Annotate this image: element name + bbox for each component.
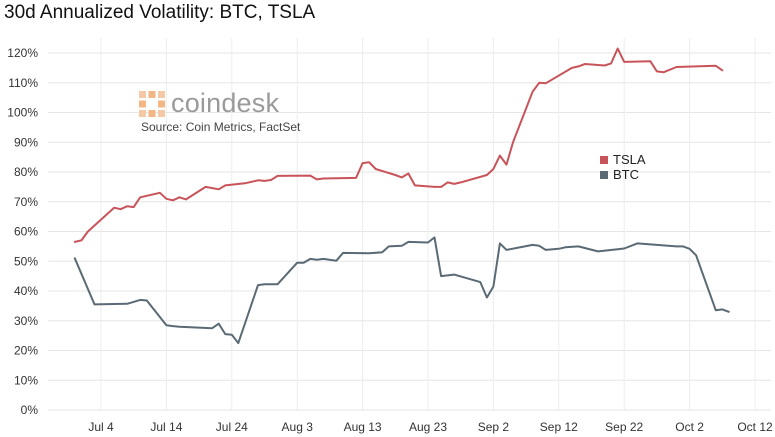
y-tick-label: 10% [14, 373, 38, 387]
y-tick-label: 60% [14, 225, 38, 239]
y-tick-label: 70% [14, 195, 38, 209]
x-axis-tick-labels: Jul 4 Jul 14 Jul 24 Aug 3 Aug 13 Aug 23 Sep 2 S… [88, 420, 773, 434]
x-tick-label: Sep 2 [478, 420, 510, 434]
y-axis-tick-labels: 0% 10% 20% 30% 40% 50% 60% 70% 80% 90% 100% 110% 120… [7, 46, 38, 417]
x-tick-label: Jul 4 [88, 420, 114, 434]
legend-label-tsla: TSLA [613, 152, 646, 167]
x-tick-label: Sep 22 [605, 420, 643, 434]
x-tick-label: Oct 12 [737, 420, 773, 434]
y-tick-label: 90% [14, 135, 38, 149]
gridlines [48, 38, 771, 411]
x-tick-label: Aug 3 [282, 420, 314, 434]
y-tick-label: 0% [21, 403, 39, 417]
y-tick-label: 120% [7, 46, 38, 60]
y-tick-label: 80% [14, 165, 38, 179]
legend-label-btc: BTC [613, 167, 639, 182]
series-line-tsla [73, 47, 724, 243]
source-note: Source: Coin Metrics, FactSet [141, 120, 301, 134]
x-tick-label: Oct 2 [675, 420, 704, 434]
legend-item-btc: BTC [600, 167, 646, 182]
coindesk-logo-text: coindesk [171, 88, 280, 118]
series-lines [73, 47, 730, 345]
y-tick-label: 110% [8, 76, 38, 90]
x-tick-label: Jul 14 [150, 420, 182, 434]
legend-swatch-btc [600, 170, 608, 179]
x-tick-label: Jul 24 [216, 420, 248, 434]
x-tick-label: Aug 23 [409, 420, 447, 434]
coindesk-logo-mark-icon [139, 91, 165, 117]
y-tick-label: 100% [7, 106, 38, 120]
x-tick-label: Sep 12 [540, 420, 578, 434]
legend-item-tsla: TSLA [600, 152, 646, 167]
y-tick-label: 50% [14, 254, 38, 268]
chart-legend: TSLA BTC [600, 152, 646, 182]
x-tick-label: Aug 13 [344, 420, 382, 434]
y-tick-label: 20% [14, 344, 38, 358]
y-tick-label: 40% [14, 284, 38, 298]
legend-swatch-tsla [600, 155, 608, 164]
chart-title: 30d Annualized Volatility: BTC, TSLA [4, 2, 316, 23]
y-tick-label: 30% [14, 314, 38, 328]
series-line-btc [73, 236, 730, 345]
